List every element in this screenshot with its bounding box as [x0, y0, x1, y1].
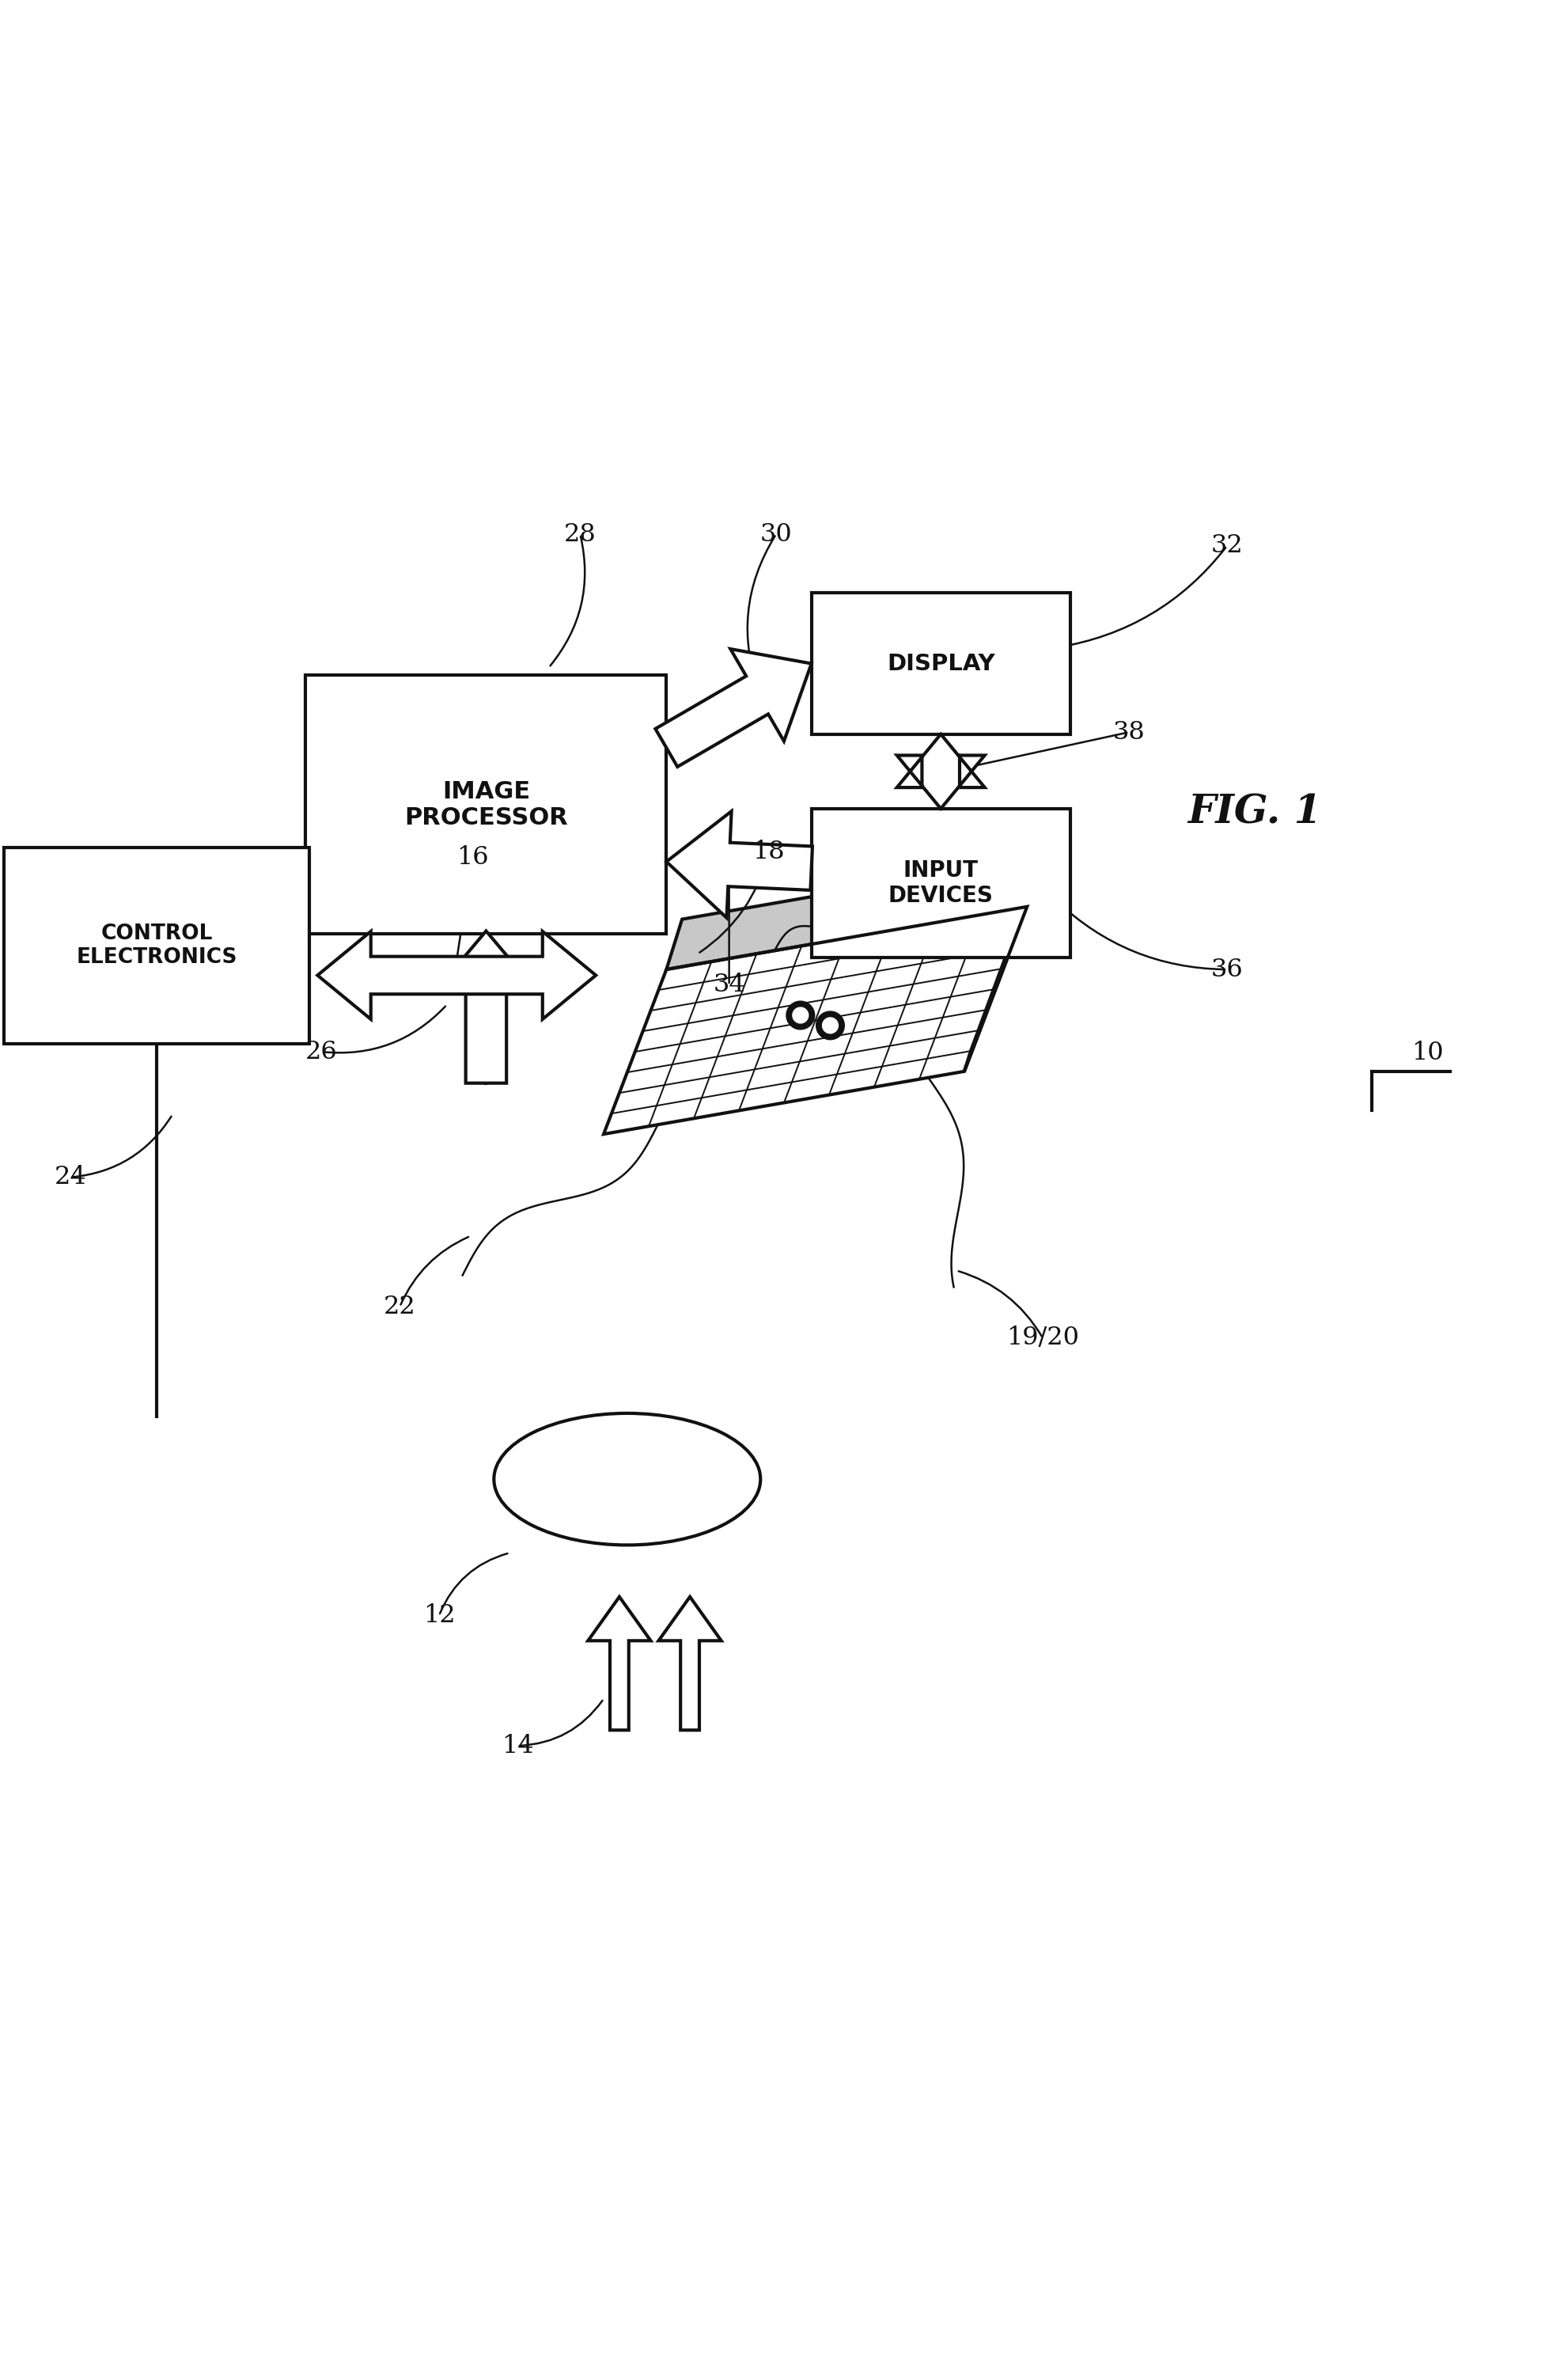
Polygon shape — [436, 932, 536, 1082]
Text: CONTROL
ELECTRONICS: CONTROL ELECTRONICS — [77, 923, 237, 968]
Text: 28: 28 — [564, 521, 596, 547]
Bar — [812, 809, 1071, 958]
Text: 16: 16 — [456, 847, 488, 870]
Text: 36: 36 — [1210, 958, 1243, 982]
Circle shape — [822, 1018, 839, 1034]
Bar — [5, 849, 310, 1044]
Polygon shape — [897, 735, 985, 809]
Circle shape — [792, 1008, 809, 1023]
Polygon shape — [655, 649, 812, 766]
Circle shape — [817, 1011, 844, 1039]
Polygon shape — [666, 856, 1043, 970]
Text: 14: 14 — [502, 1734, 533, 1757]
Text: 26: 26 — [306, 1039, 337, 1063]
Text: 18: 18 — [753, 839, 784, 863]
Text: 38: 38 — [1113, 721, 1145, 744]
Circle shape — [786, 1001, 815, 1030]
Text: 19/20: 19/20 — [1007, 1327, 1079, 1351]
Text: 30: 30 — [760, 521, 792, 547]
Text: 32: 32 — [1210, 533, 1243, 559]
Text: 22: 22 — [384, 1294, 416, 1320]
Text: DISPLAY: DISPLAY — [887, 652, 994, 675]
Text: 12: 12 — [423, 1603, 455, 1629]
Text: IMAGE
PROCESSOR: IMAGE PROCESSOR — [405, 780, 568, 830]
Text: 24: 24 — [55, 1165, 86, 1189]
Bar — [306, 675, 666, 935]
Bar — [812, 592, 1071, 735]
Polygon shape — [964, 856, 1043, 1072]
Text: 10: 10 — [1411, 1039, 1443, 1065]
Polygon shape — [659, 1596, 721, 1731]
Text: FIG. 1: FIG. 1 — [1187, 794, 1322, 832]
Polygon shape — [588, 1596, 651, 1731]
Polygon shape — [666, 811, 812, 918]
Ellipse shape — [494, 1413, 760, 1546]
Text: INPUT
DEVICES: INPUT DEVICES — [887, 858, 994, 906]
Text: 34: 34 — [713, 973, 745, 996]
Polygon shape — [317, 932, 596, 1020]
